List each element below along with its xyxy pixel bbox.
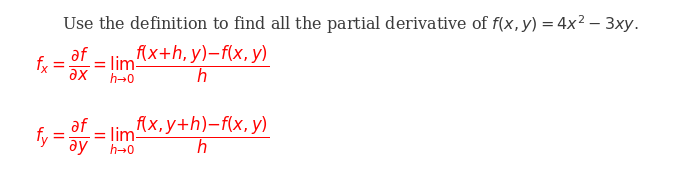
Text: $f_x = \dfrac{\partial f}{\partial x} = \lim_{h \to 0} \dfrac{f(x+h,y)-f(x,y)}{h: $f_x = \dfrac{\partial f}{\partial x} = … (35, 43, 270, 86)
Text: $f_y = \dfrac{\partial f}{\partial y} = \lim_{h \to 0} \dfrac{f(x,y+h)-f(x,y)}{h: $f_y = \dfrac{\partial f}{\partial y} = … (35, 114, 270, 158)
Text: Use the definition to find all the partial derivative of $f(x, y) = 4x^2 - 3xy.$: Use the definition to find all the parti… (62, 14, 638, 36)
